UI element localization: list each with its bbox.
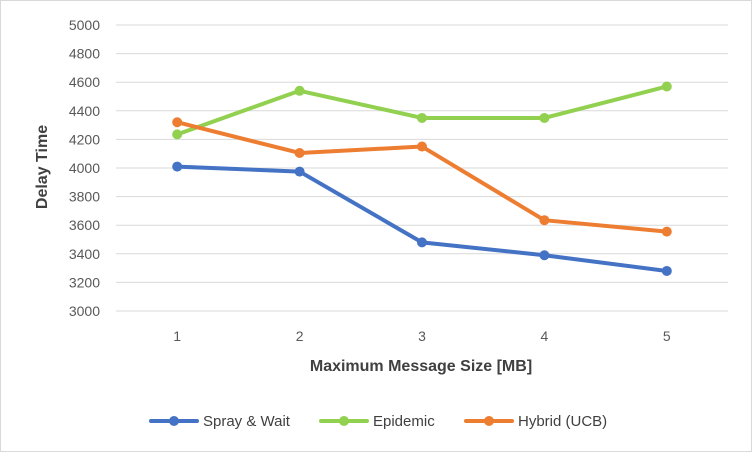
data-point <box>417 112 427 123</box>
data-point <box>539 112 550 123</box>
data-point <box>661 226 672 237</box>
data-point <box>294 85 305 96</box>
x-tick-label: 5 <box>663 328 671 344</box>
y-tick-label: 4400 <box>69 103 100 119</box>
y-tick-label: 4000 <box>69 160 100 176</box>
x-tick-label: 4 <box>541 328 549 344</box>
y-tick-label: 5000 <box>69 17 100 33</box>
data-point <box>294 147 305 158</box>
legend: Spray & Wait Epidemic Hybrid (UCB) <box>149 413 607 430</box>
legend-label: Hybrid (UCB) <box>518 413 607 430</box>
legend-marker <box>484 416 494 426</box>
legend-label: Epidemic <box>373 413 435 430</box>
series-epidemic <box>172 81 672 140</box>
data-point <box>539 215 550 226</box>
legend-label: Spray & Wait <box>203 413 291 430</box>
y-tick-label: 3800 <box>69 189 100 205</box>
data-point <box>417 237 427 248</box>
data-point <box>172 161 183 172</box>
data-point <box>172 129 183 140</box>
y-axis-title: Delay Time <box>34 125 51 209</box>
legend-item: Hybrid (UCB) <box>464 413 607 430</box>
y-axis-ticks: 3000 3200 3400 3600 3800 4000 4200 4400 4600 4800… <box>69 17 100 319</box>
data-point <box>172 117 183 128</box>
data-point <box>539 250 550 261</box>
series-hybrid-ucb <box>172 117 672 237</box>
data-point <box>661 81 672 92</box>
y-tick-label: 3200 <box>69 274 100 290</box>
x-tick-label: 2 <box>296 328 304 344</box>
series-spray-wait <box>172 161 672 276</box>
y-tick-label: 3400 <box>69 246 100 262</box>
legend-item: Spray & Wait <box>149 413 291 430</box>
x-tick-label: 3 <box>418 328 426 344</box>
series-lines <box>172 81 672 276</box>
x-axis-title: Maximum Message Size [MB] <box>310 358 532 375</box>
data-point <box>661 265 672 276</box>
legend-item: Epidemic <box>319 413 435 430</box>
series-line <box>175 164 669 273</box>
x-tick-label: 1 <box>173 328 181 344</box>
data-point <box>417 141 427 152</box>
legend-marker <box>169 416 179 426</box>
x-axis-ticks: 1 2 3 4 5 <box>173 328 671 344</box>
y-tick-label: 4600 <box>69 74 100 90</box>
data-point <box>294 166 305 177</box>
y-tick-label: 4200 <box>69 131 100 147</box>
y-tick-label: 3600 <box>69 217 100 233</box>
series-line <box>175 120 669 234</box>
y-tick-label: 3000 <box>69 303 100 319</box>
legend-marker <box>339 416 349 426</box>
y-tick-label: 4800 <box>69 46 100 62</box>
